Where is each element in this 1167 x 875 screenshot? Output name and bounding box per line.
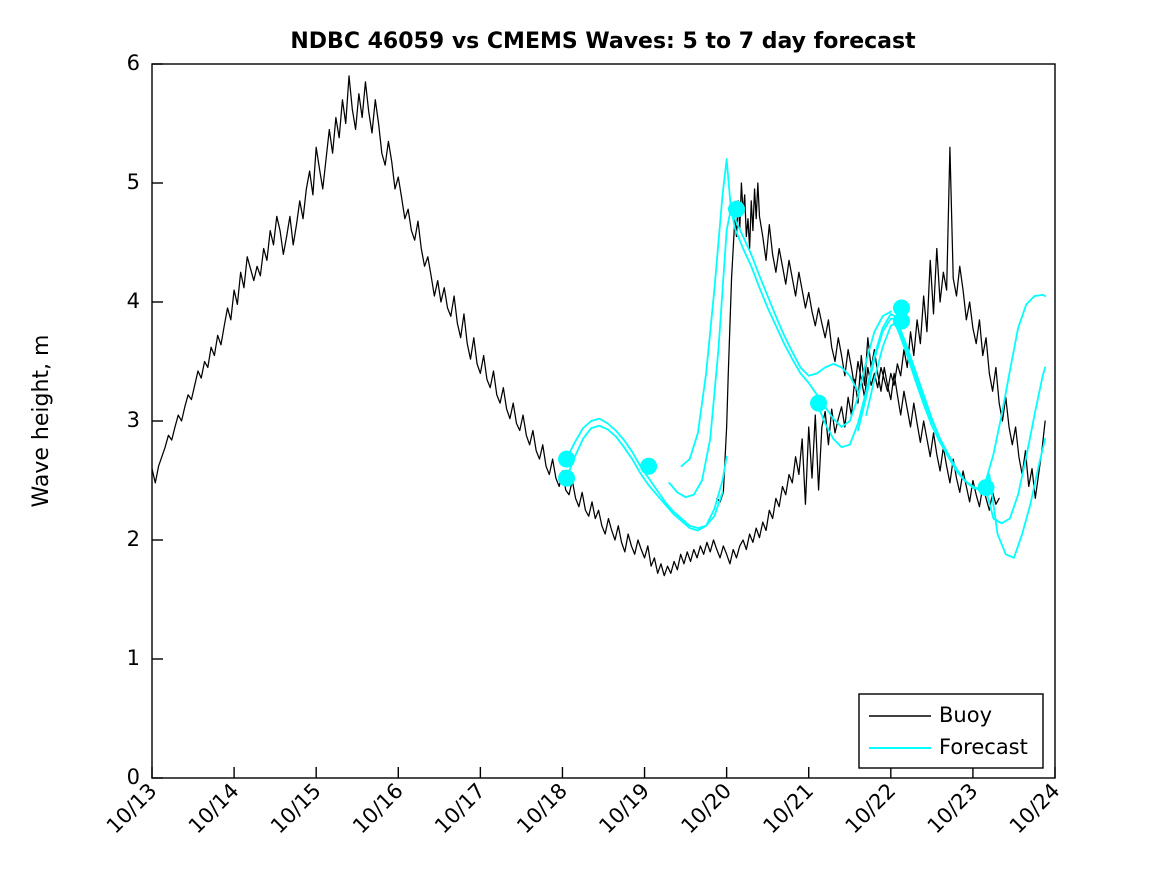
series-line-forecast-run-4 <box>680 158 892 468</box>
legend[interactable]: Buoy Forecast <box>858 693 1044 769</box>
series-line-forecast-run-6 <box>857 317 1047 525</box>
y-tick-label: 4 <box>127 289 140 313</box>
series-line-forecast-run-3 <box>668 208 859 499</box>
series-line-forecast-run-2 <box>565 424 728 532</box>
y-tick-label: 2 <box>127 527 140 551</box>
forecast-start-marker <box>558 450 576 468</box>
forecast-start-marker <box>977 479 995 497</box>
forecast-start-markers <box>558 200 995 497</box>
y-tick-label: 6 <box>127 51 140 75</box>
legend-label-buoy: Buoy <box>939 703 992 727</box>
page-title: NDBC 46059 vs CMEMS Waves: 5 to 7 day fo… <box>290 29 916 54</box>
y-tick-label: 0 <box>127 765 140 789</box>
forecast-start-marker <box>810 394 828 412</box>
legend-label-forecast: Forecast <box>939 735 1028 759</box>
forecast-start-marker <box>640 457 658 475</box>
legend-box <box>858 693 1044 769</box>
forecast-start-marker <box>727 200 745 218</box>
y-axis: 0 1 2 3 4 5 6 <box>127 51 163 789</box>
series-line-buoy <box>152 75 1000 577</box>
y-tick-label: 1 <box>127 646 140 670</box>
plot-frame <box>151 63 1056 779</box>
y-axis-title: Wave height, m <box>29 335 54 508</box>
y-tick-label: 5 <box>127 170 140 194</box>
forecast-start-marker <box>892 312 910 330</box>
y-tick-label: 3 <box>127 408 140 432</box>
forecast-start-marker <box>892 299 910 317</box>
forecast-start-marker <box>558 469 576 487</box>
